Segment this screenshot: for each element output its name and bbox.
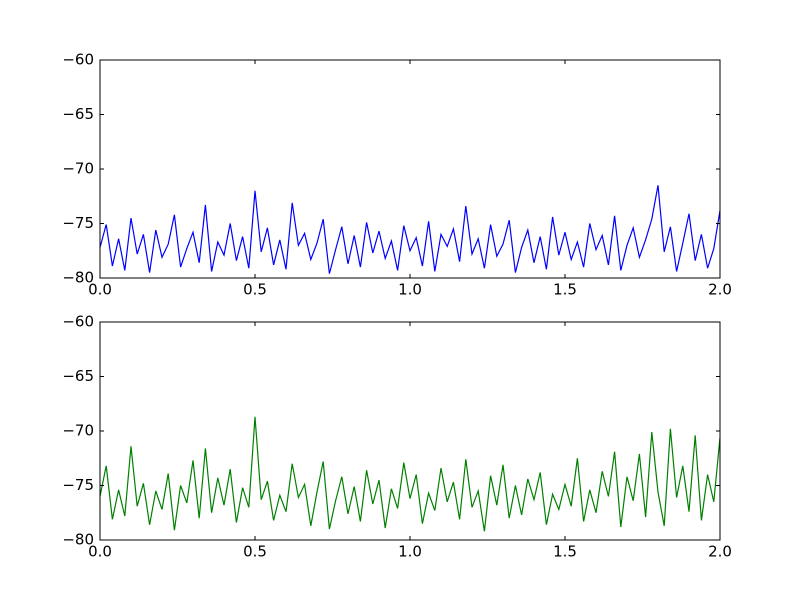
y-tick-label: −80 bbox=[62, 269, 94, 287]
y-tick-label: −60 bbox=[62, 51, 94, 69]
x-tick-label: 1.0 bbox=[398, 281, 422, 299]
x-tick-label: 1.0 bbox=[398, 543, 422, 561]
x-tick-label: 2.0 bbox=[708, 543, 732, 561]
y-tick-label: −75 bbox=[62, 476, 94, 494]
x-tick-label: 0.0 bbox=[88, 281, 112, 299]
x-tick-label: 0.5 bbox=[243, 543, 267, 561]
x-tick-label: 1.5 bbox=[553, 543, 577, 561]
y-tick-label: −75 bbox=[62, 214, 94, 232]
x-tick-label: 0.5 bbox=[243, 281, 267, 299]
data-line bbox=[99, 185, 721, 274]
x-tick-label: 0.0 bbox=[88, 543, 112, 561]
y-tick-label: −65 bbox=[62, 367, 94, 385]
y-tick-label: −80 bbox=[62, 531, 94, 549]
plot-background bbox=[100, 322, 720, 540]
y-tick-label: −60 bbox=[62, 313, 94, 331]
x-tick-label: 1.5 bbox=[553, 281, 577, 299]
y-tick-label: −65 bbox=[62, 105, 94, 123]
x-tick-label: 2.0 bbox=[708, 281, 732, 299]
y-tick-label: −70 bbox=[62, 422, 94, 440]
data-line bbox=[99, 416, 721, 532]
y-tick-label: −70 bbox=[62, 160, 94, 178]
plot-background bbox=[100, 60, 720, 278]
